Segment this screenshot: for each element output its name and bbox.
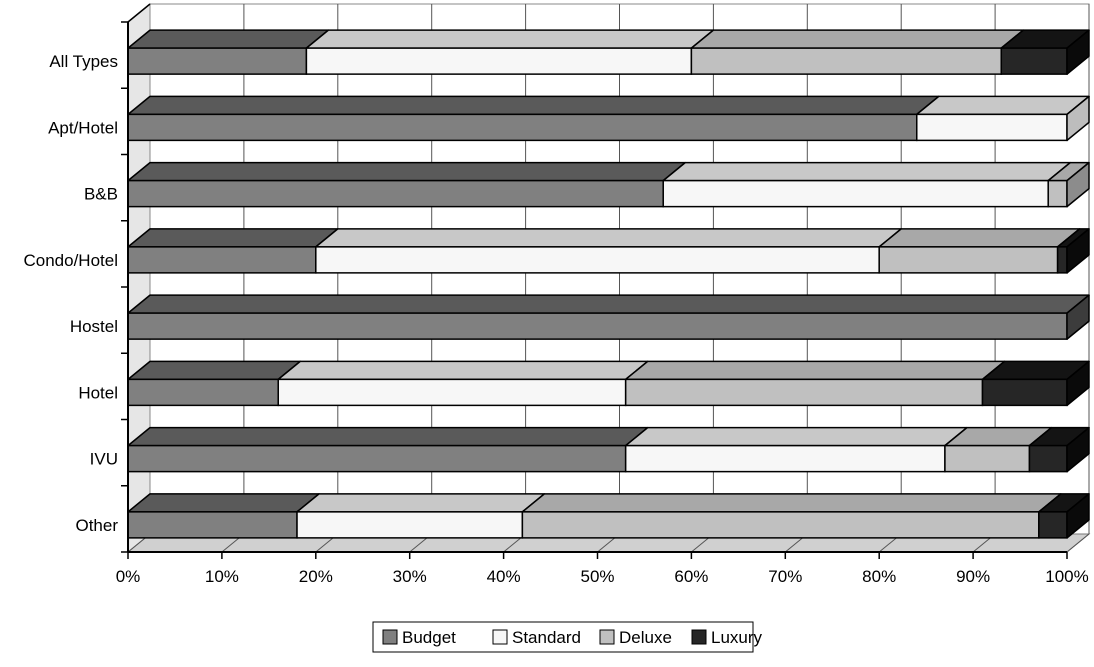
category-label-b-b: B&B <box>84 185 118 204</box>
bar-other-standard <box>296 511 524 539</box>
x-tick-label-0: 0% <box>116 567 141 586</box>
x-tick-label-10: 100% <box>1045 567 1088 586</box>
bar-side-apt-hotel-standard <box>1066 95 1090 142</box>
bar-top-b-b-budget <box>127 161 686 182</box>
legend-label-standard: Standard <box>512 628 581 647</box>
bar-all-types-deluxe <box>690 47 1003 75</box>
category-label-hotel: Hotel <box>78 383 118 402</box>
y-axis-top-edge <box>127 3 151 23</box>
legend-label-budget: Budget <box>402 628 456 647</box>
legend-swatch-standard <box>492 629 508 645</box>
bar-apt-hotel-standard <box>916 113 1068 142</box>
bar-other-deluxe <box>521 511 1040 539</box>
bar-side-b-b-deluxe <box>1066 161 1090 208</box>
bar-top-ivu-standard <box>624 426 968 447</box>
legend-swatch-luxury <box>691 629 707 645</box>
bar-ivu-budget <box>127 444 627 473</box>
x-tick-label-8: 80% <box>862 567 896 586</box>
bar-all-types-standard <box>305 47 693 75</box>
bar-side-condo-hotel-luxury <box>1066 228 1090 274</box>
x-tick-label-9: 90% <box>956 567 990 586</box>
bar-ivu-deluxe <box>944 444 1031 473</box>
bar-apt-hotel-budget <box>127 113 918 142</box>
bar-top-all-types-budget <box>127 29 330 49</box>
bar-ivu-luxury <box>1028 444 1068 473</box>
bar-side-all-types-luxury <box>1066 29 1090 75</box>
bar-condo-hotel-deluxe <box>878 246 1059 274</box>
bar-hotel-budget <box>127 378 279 407</box>
bar-top-other-deluxe <box>521 493 1062 513</box>
bar-side-hostel-budget <box>1066 294 1090 340</box>
bar-hotel-deluxe <box>624 378 984 407</box>
bar-other-budget <box>127 511 298 539</box>
legend-label-luxury: Luxury <box>711 628 763 647</box>
bar-top-apt-hotel-budget <box>127 95 940 116</box>
bar-condo-hotel-budget <box>127 246 317 274</box>
bar-top-hotel-budget <box>127 360 301 381</box>
x-tick-label-6: 60% <box>674 567 708 586</box>
bar-top-hostel-budget <box>127 294 1090 314</box>
bar-top-ivu-budget <box>127 426 649 447</box>
legend: Budget Standard Deluxe Luxury <box>372 621 763 653</box>
bar-all-types-luxury <box>1000 47 1068 75</box>
bar-hotel-luxury <box>981 378 1068 407</box>
legend-box <box>372 621 754 653</box>
bar-hostel-budget <box>127 312 1068 340</box>
bar-b-b-budget <box>127 179 664 208</box>
bar-condo-hotel-luxury <box>1056 246 1068 274</box>
bar-top-other-budget <box>127 493 320 513</box>
x-tick-label-5: 50% <box>580 567 614 586</box>
floor-gridline <box>1066 533 1090 553</box>
bar-b-b-deluxe <box>1047 179 1068 208</box>
category-label-hostel: Hostel <box>70 317 118 336</box>
bar-top-condo-hotel-standard <box>315 228 902 248</box>
bar-ivu-standard <box>624 444 946 473</box>
bar-side-ivu-luxury <box>1066 426 1090 473</box>
legend-swatch-deluxe <box>599 629 615 645</box>
category-label-apt-hotel: Apt/Hotel <box>48 118 118 137</box>
axes: Other IVU Hotel Hostel Condo/Hotel B&B Apt/Hot… <box>23 3 1089 586</box>
bar-top-condo-hotel-budget <box>127 228 339 248</box>
bar-b-b-standard <box>662 179 1049 208</box>
x-tick-label-2: 20% <box>299 567 333 586</box>
bars <box>127 29 1090 539</box>
bar-top-other-standard <box>296 493 546 513</box>
bar-side-hotel-luxury <box>1066 360 1090 407</box>
category-label-other: Other <box>75 516 118 535</box>
bar-other-luxury <box>1038 511 1068 539</box>
bar-top-apt-hotel-standard <box>916 95 1090 116</box>
bar-top-all-types-standard <box>305 29 715 49</box>
bar-top-all-types-deluxe <box>690 29 1025 49</box>
x-tick-label-1: 10% <box>205 567 239 586</box>
x-tick-label-3: 30% <box>393 567 427 586</box>
x-tick-label-4: 40% <box>487 567 521 586</box>
legend-label-deluxe: Deluxe <box>619 628 672 647</box>
legend-swatch-budget <box>382 629 398 645</box>
bar-all-types-budget <box>127 47 308 75</box>
bar-top-hotel-deluxe <box>624 360 1006 381</box>
category-label-all-types: All Types <box>49 52 118 71</box>
bar-condo-hotel-standard <box>315 246 880 274</box>
bar-top-b-b-standard <box>662 161 1071 182</box>
category-label-ivu: IVU <box>90 450 118 469</box>
bar-side-other-luxury <box>1066 493 1090 539</box>
x-tick-label-7: 70% <box>768 567 802 586</box>
bar-top-hotel-standard <box>277 360 649 381</box>
category-label-condo-hotel: Condo/Hotel <box>23 251 118 270</box>
bar-top-condo-hotel-deluxe <box>878 228 1081 248</box>
bar-hotel-standard <box>277 378 627 407</box>
